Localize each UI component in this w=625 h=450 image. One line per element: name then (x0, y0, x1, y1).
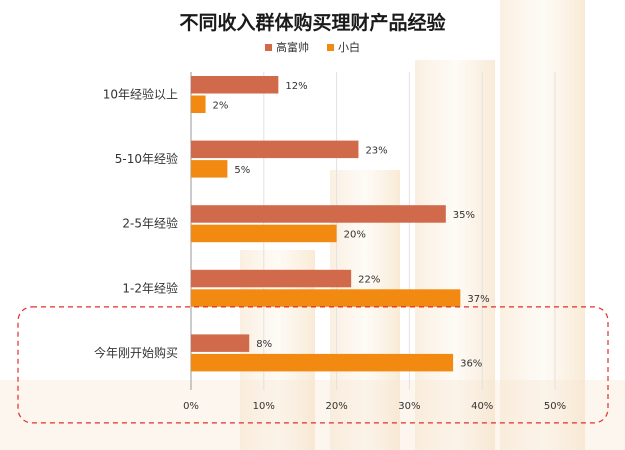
legend-label-series-1: 高富帅 (276, 41, 309, 54)
x-tick-label-2: 20% (325, 401, 347, 412)
bar-2-2 (191, 224, 337, 243)
bar-1-2 (191, 205, 446, 223)
value-label-1-0: 12% (285, 81, 307, 92)
x-tick-label-4: 40% (471, 401, 493, 412)
legend-item-series-2: 小白 (327, 39, 360, 55)
category-label-4: 今年刚开始购买 (94, 345, 178, 360)
value-label-2-3: 37% (467, 294, 489, 305)
category-label-1: 5-10年经验 (115, 151, 178, 166)
x-tick-label-0: 0% (183, 401, 199, 412)
category-label-3: 1-2年经验 (122, 280, 178, 295)
chart-legend: 高富帅 小白 (0, 39, 625, 55)
highlight-outline (17, 306, 609, 424)
bar-2-3 (191, 289, 461, 307)
bar-2-4 (191, 353, 454, 372)
category-label-0: 10年经验以上 (103, 87, 178, 102)
bar-1-1 (191, 140, 359, 159)
legend-swatch-series-2 (327, 43, 334, 51)
value-label-2-4: 36% (460, 359, 482, 370)
legend-swatch-series-1 (265, 43, 272, 51)
value-label-1-4: 8% (256, 339, 272, 350)
category-label-2: 2-5年经验 (122, 216, 178, 231)
x-tick-label-1: 10% (253, 401, 275, 412)
x-tick-label-3: 30% (398, 401, 420, 412)
value-label-1-2: 35% (453, 210, 475, 221)
x-tick-label-5: 50% (544, 401, 566, 412)
legend-item-series-1: 高富帅 (265, 39, 309, 55)
bar-1-0 (191, 76, 279, 94)
value-label-2-0: 2% (213, 100, 229, 111)
value-label-2-2: 20% (344, 229, 366, 240)
bar-2-1 (191, 160, 228, 178)
bar-2-0 (191, 95, 206, 113)
bar-1-4 (191, 334, 250, 352)
value-label-1-1: 23% (365, 145, 387, 156)
legend-label-series-2: 小白 (338, 41, 360, 54)
bar-1-3 (191, 269, 352, 288)
value-label-1-3: 22% (358, 275, 380, 286)
chart-title: 不同收入群体购买理财产品经验 (179, 12, 446, 34)
value-label-2-1: 5% (234, 165, 250, 176)
